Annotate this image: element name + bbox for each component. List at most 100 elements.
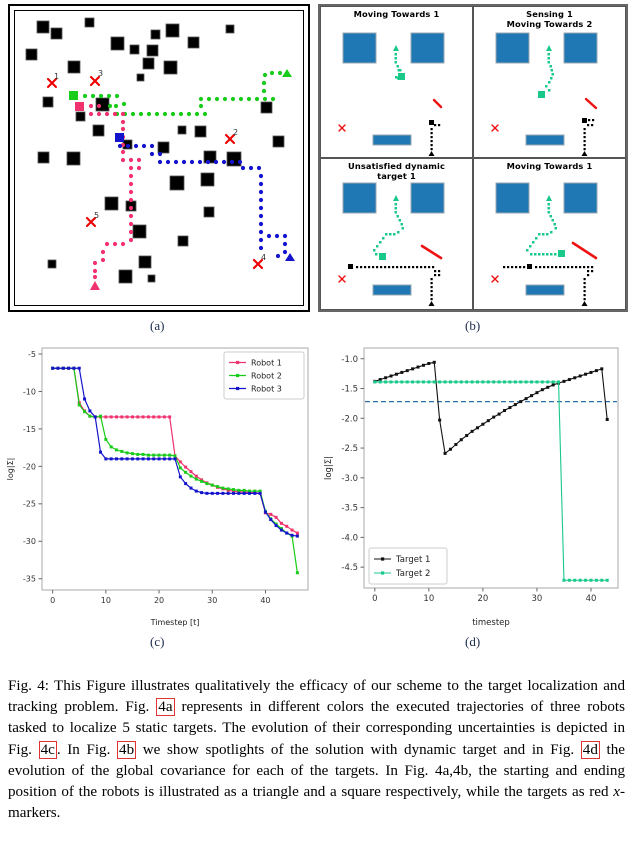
svg-text:-10: -10 <box>23 387 36 396</box>
svg-text:20: 20 <box>154 596 164 605</box>
green-robot-path <box>538 45 554 98</box>
svg-text:-30: -30 <box>23 537 36 546</box>
dynamic-target-1 <box>584 97 598 110</box>
ref-4b[interactable]: 4b <box>117 740 137 759</box>
x-axis-label: timestep <box>472 618 510 628</box>
panel-a-svg: 1 3 2 4 5 <box>25 17 295 290</box>
quadrant-1-svg <box>338 32 445 156</box>
caption-part-3: . In Fig. <box>56 741 118 758</box>
ref-4d[interactable]: 4d <box>580 740 600 759</box>
chart-c-svg: 0 10 20 30 40 -5 -10 -15 -20 -25 -30 -35 Timestep [t… <box>6 347 309 627</box>
quadrant-3-svg <box>338 182 445 306</box>
caption-part-4: we show spotlights of the solution with … <box>136 741 581 758</box>
caption-part-2: represents in different colors the execu… <box>8 699 625 758</box>
svg-text:10: 10 <box>423 594 434 604</box>
target-label-5: 5 <box>94 211 99 220</box>
svg-text:0: 0 <box>372 594 377 604</box>
subcaption-a: (a) <box>150 318 165 333</box>
legend-label: Robot 2 <box>251 371 282 380</box>
svg-text:0: 0 <box>50 596 55 605</box>
figure-caption: Fig. 4: This Figure illustrates qualitat… <box>8 676 625 824</box>
chart-legend[interactable]: Robot 1 Robot 2 Robot 3 <box>223 351 305 400</box>
svg-text:-5: -5 <box>28 350 36 359</box>
svg-text:20: 20 <box>477 594 488 604</box>
static-target-marker <box>338 124 346 132</box>
dynamic-target-1 <box>432 98 443 109</box>
target-number-labels: 1 3 2 4 5 <box>54 69 266 262</box>
panel-b-quadrant-4: Moving Towards 1 <box>473 158 626 310</box>
chart-d-covariance-targets: 0 10 20 30 40 -1.0 -1.5 -2.0 -2.5 -3.0 -3.5 -4.0 -4.… <box>320 338 630 628</box>
chart-c-uncertainty-robots: 0 10 20 30 40 -5 -10 -15 -20 -25 -30 -35 Timestep [t… <box>2 338 318 628</box>
subcaption-d: (d) <box>465 634 481 649</box>
panel-a-plot-area: 1 3 2 4 5 <box>14 10 304 306</box>
svg-text:-25: -25 <box>23 500 36 509</box>
panel-b-quadrant-2: Sensing 1 Moving Towards 2 <box>473 6 626 158</box>
legend-label: Target 1 <box>395 555 430 565</box>
svg-text:-2.0: -2.0 <box>341 414 358 424</box>
robot1-trajectory <box>75 102 142 290</box>
panel-b-quadrant-1: Moving Towards 1 <box>320 6 473 158</box>
svg-text:40: 40 <box>586 594 597 604</box>
svg-text:30: 30 <box>532 594 543 604</box>
svg-text:-3.5: -3.5 <box>341 504 358 514</box>
legend-label: Target 2 <box>395 569 430 579</box>
quadrant-3-title: Unsatisfied dynamic target 1 <box>348 161 445 181</box>
panel-b-quadrant-3: Unsatisfied dynamic target 1 <box>320 158 473 310</box>
target-markers <box>46 75 264 270</box>
robot3-trajectory <box>115 133 295 261</box>
subcaption-c: (c) <box>150 634 165 649</box>
panel-a-trajectory-map: 1 3 2 4 5 <box>8 4 310 312</box>
panel-b-spotlights: Moving Towards 1 <box>318 4 628 312</box>
target-label-3: 3 <box>98 69 103 78</box>
quadrant-2-title: Sensing 1 Moving Towards 2 <box>506 9 593 29</box>
svg-text:10: 10 <box>101 596 111 605</box>
black-robot-path <box>581 118 595 156</box>
ref-4c[interactable]: 4c <box>38 740 57 759</box>
svg-text:40: 40 <box>260 596 270 605</box>
obstacle-group <box>25 17 285 284</box>
black-robot-path <box>503 264 594 306</box>
target-label-2: 2 <box>233 128 238 137</box>
legend-label: Robot 3 <box>251 384 282 393</box>
axes: 0 10 20 30 40 -5 -10 -15 -20 -25 -30 -35 <box>23 350 271 605</box>
svg-text:-4.5: -4.5 <box>341 563 358 573</box>
static-target-marker <box>491 124 499 132</box>
series-1 <box>373 360 609 455</box>
static-target-marker <box>491 275 499 283</box>
black-robot-path <box>348 264 441 306</box>
quadrant-4-svg <box>491 182 598 306</box>
chart-legend[interactable]: Target 1 Target 2 <box>368 547 448 585</box>
x-axis-label: Timestep [t] <box>150 618 200 627</box>
green-robot-path <box>526 195 565 257</box>
svg-text:-1.0: -1.0 <box>341 355 358 365</box>
svg-text:30: 30 <box>207 596 217 605</box>
dynamic-target-1 <box>571 241 598 260</box>
svg-text:-2.5: -2.5 <box>341 444 358 454</box>
svg-text:-4.0: -4.0 <box>341 533 358 543</box>
svg-text:-1.5: -1.5 <box>341 385 358 395</box>
quadrant-4-title: Moving Towards 1 <box>506 161 593 171</box>
target-label-1: 1 <box>54 72 59 81</box>
robot2-trajectory <box>69 69 292 117</box>
svg-text:-15: -15 <box>23 425 36 434</box>
y-axis-label: log|Σ| <box>324 456 334 480</box>
black-robot-path <box>428 120 441 156</box>
caption-part-1: Fig. 4: This Figure illustrates qualitat… <box>8 678 625 716</box>
caption-part-5: the evolution of the global covariance f… <box>8 741 625 801</box>
chart-d-svg: 0 10 20 30 40 -1.0 -1.5 -2.0 -2.5 -3.0 -3.5 -4.0 -4.… <box>324 347 619 628</box>
svg-text:-35: -35 <box>23 575 36 584</box>
green-robot-path <box>393 45 405 80</box>
caption-x-italic: x <box>613 784 620 801</box>
dynamic-target-1 <box>420 244 443 260</box>
subcaption-b: (b) <box>465 318 481 333</box>
target-label-4: 4 <box>261 253 266 262</box>
caption-part-6: -markers. <box>8 784 625 822</box>
quadrant-2-svg <box>491 32 598 156</box>
svg-text:-20: -20 <box>23 462 36 471</box>
series-3 <box>51 366 299 538</box>
ref-4a[interactable]: 4a <box>156 698 175 717</box>
axes: 0 10 20 30 40 -1.0 -1.5 -2.0 -2.5 -3.0 -3.5 -4.0 -4.… <box>341 355 596 604</box>
quadrant-1-title: Moving Towards 1 <box>353 9 440 19</box>
static-target-marker <box>338 275 346 283</box>
